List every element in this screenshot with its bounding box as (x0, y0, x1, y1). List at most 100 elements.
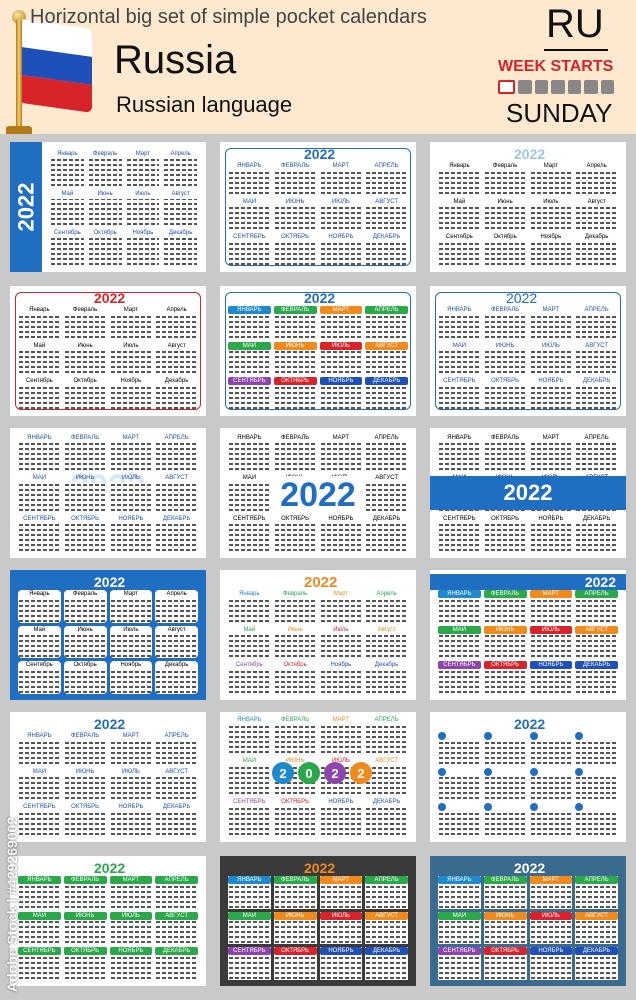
day-dot-active (498, 80, 516, 94)
day-grid (64, 956, 106, 979)
month-block: АПРЕЛЬ (155, 732, 198, 765)
day-grid (320, 523, 362, 551)
day-grid (366, 443, 407, 471)
month-block: НОЯБРЬ (319, 377, 363, 410)
month-block: ИЮНЬ (484, 342, 527, 375)
day-grid (484, 956, 526, 979)
month-name: ЯНВАРЬ (228, 306, 271, 314)
month-block: АПРЕЛЬ (575, 306, 618, 339)
month-block: АВГУСТ (575, 625, 618, 659)
month-block: МАРТ (529, 876, 573, 909)
day-grid (530, 776, 572, 800)
month-name (575, 767, 584, 776)
month-block: Май (18, 625, 61, 659)
month-name: АВГУСТ (585, 342, 609, 349)
month-block: Декабрь (163, 229, 198, 266)
month-name: Апрель (170, 151, 191, 157)
month-name: МАЙ (242, 758, 257, 764)
month-block: ФЕВРАЛЬ (484, 434, 527, 471)
month-block: Июнь (64, 342, 107, 375)
day-grid (320, 350, 362, 374)
day-grid (229, 885, 270, 908)
month-block: ФЕВРАЛЬ (274, 716, 317, 754)
month-name: Июль (123, 626, 139, 633)
month-block (529, 732, 573, 765)
month-name: Сентябрь (25, 378, 53, 385)
month-name: МАЙ (242, 475, 257, 482)
month-name: Сентябрь (53, 230, 81, 237)
day-grid (484, 171, 526, 194)
day-grid (229, 670, 270, 693)
month-block (575, 732, 618, 765)
month-block: МАЙ (18, 911, 61, 945)
month-block: Апрель (163, 150, 198, 187)
month-name: ИЮЛЬ (121, 768, 140, 775)
month-block: ОКТЯБРЬ (273, 947, 317, 980)
month-name: Июль (135, 190, 151, 197)
month-block: ОКТЯБРЬ (64, 803, 107, 836)
month-name: МАРТ (319, 876, 363, 884)
month-name: ИЮНЬ (285, 198, 305, 205)
month-block (438, 803, 481, 836)
month-name: СЕНТЯБРЬ (438, 947, 481, 956)
month-block: МАЙ (228, 911, 271, 945)
day-grid (274, 386, 316, 409)
month-block: ДЕКАБРЬ (575, 947, 618, 980)
month-name: Март (135, 151, 151, 157)
day-grid (19, 885, 60, 908)
month-name: МАРТ (122, 733, 140, 739)
month-name: СЕНТЯБРЬ (18, 947, 61, 956)
month-name: ДЕКАБРЬ (155, 947, 198, 956)
month-block: СЕНТЯБРЬ (438, 947, 481, 980)
month-name (438, 732, 446, 740)
month-name: АПРЕЛЬ (584, 307, 609, 313)
months-grid: Январь Февраль Март Апрель Май Июнь Июль Август… (18, 590, 198, 694)
month-name: АПРЕЛЬ (584, 435, 609, 441)
month-block: Декабрь (365, 661, 408, 694)
month-block: АВГУСТ (155, 911, 198, 945)
month-block: СЕНТЯБРЬ (228, 233, 271, 266)
month-block: ИЮЛЬ (319, 341, 363, 375)
flagpole (16, 20, 22, 132)
day-grid (366, 956, 407, 979)
day-grid (576, 812, 617, 835)
day-grid (484, 599, 526, 622)
day-grid (19, 350, 60, 374)
month-name: Февраль (72, 307, 98, 313)
month-name: НОЯБРЬ (328, 234, 354, 241)
day-grid (156, 599, 197, 622)
month-block: ИЮЛЬ (530, 342, 573, 375)
day-grid (88, 159, 122, 186)
month-block: ОКТЯБРЬ (484, 377, 527, 410)
month-name: МАЙ (228, 911, 271, 920)
day-grid (229, 206, 270, 230)
month-name: ЯНВАРЬ (447, 307, 472, 313)
month-name: Декабрь (584, 234, 609, 241)
month-block: Ноябрь (126, 229, 161, 266)
day-grid (439, 741, 480, 764)
calendar-card-1: 2022 Январь Февраль Март Апрель Май Июнь Июль А… (10, 142, 206, 272)
month-name: Март (123, 591, 139, 597)
card-frame (15, 292, 201, 410)
month-block: ОКТЯБРЬ (483, 947, 527, 980)
month-name (438, 767, 446, 776)
month-block: ИЮНЬ (273, 341, 317, 375)
day-grid (274, 885, 316, 908)
month-block: Июль (126, 190, 161, 227)
month-name: МАРТ (529, 590, 573, 598)
day-grid (64, 483, 106, 511)
month-name: ФЕВРАЛЬ (273, 306, 317, 314)
day-grid (484, 885, 526, 908)
day-grid (126, 159, 160, 186)
month-name: ОКТЯБРЬ (281, 799, 310, 805)
day-grid (164, 238, 197, 265)
month-name: МАРТ (332, 163, 350, 169)
day-grid (110, 885, 152, 908)
day-grid (274, 350, 316, 374)
month-name: НОЯБРЬ (538, 378, 564, 385)
month-name: Ноябрь (120, 378, 142, 385)
day-grid (530, 812, 572, 835)
month-name: СЕНТЯБРЬ (23, 804, 56, 811)
